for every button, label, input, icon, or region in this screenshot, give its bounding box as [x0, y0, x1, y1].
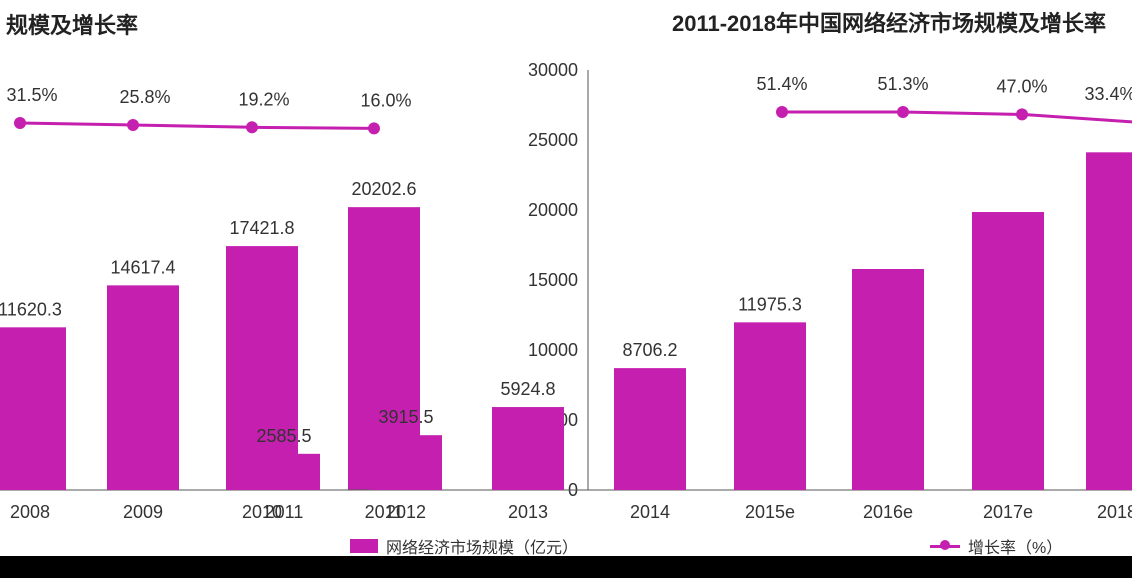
left-rate-label-2009: 25.8% — [119, 87, 170, 107]
right-bar-2011 — [248, 453, 320, 490]
legend-line: 增长率（%） — [930, 534, 1062, 558]
left-bar-label-2009: 14617.4 — [110, 257, 175, 277]
right-bar-label-2014: 8706.2 — [622, 340, 677, 360]
left-rate-label-2010: 19.2% — [238, 89, 289, 109]
left-x-tick-2010: 2010 — [242, 502, 282, 522]
legend-line-label: 增长率（%） — [968, 540, 1063, 557]
right-chart-title: 2011-2018年中国网络经济市场规模及增长率 — [672, 11, 1106, 36]
right-bar-label-2015e: 11975.3 — [738, 294, 802, 314]
right-bar-2015e — [734, 322, 806, 490]
left-rate-point-2010 — [246, 121, 258, 134]
right-x-tick-2014: 2014 — [630, 502, 670, 522]
right-bar-label-2012: 3915.5 — [378, 407, 433, 427]
footer-strip — [0, 556, 1132, 578]
right-bar-label-2011: 2585.5 — [256, 426, 311, 446]
right-rate-point-2014 — [1016, 108, 1028, 121]
right-y-tick-25000: 25000 — [528, 130, 578, 150]
right-rate-point-2013 — [897, 106, 909, 119]
left-chart-title: 规模及增长率 — [6, 13, 139, 38]
left-rate-point-2008 — [14, 117, 26, 130]
right-x-tick-2016e: 2016e — [863, 502, 913, 522]
left-bar-2009 — [107, 285, 179, 490]
legend-bar-label: 网络经济市场规模（亿元） — [386, 540, 579, 557]
legend-line-swatch — [930, 539, 960, 550]
right-y-tick-10000: 10000 — [528, 340, 578, 360]
left-x-tick-2009: 2009 — [123, 502, 163, 522]
left-bar-2010 — [226, 246, 298, 490]
right-chart: 0500010000150002000025000300002585.52011… — [248, 60, 1132, 522]
right-rate-line — [781, 110, 1132, 124]
right-x-tick-2017e: 2017e — [983, 502, 1033, 522]
right-bar-2017e — [972, 212, 1044, 490]
left-x-tick-2008: 2008 — [10, 502, 50, 522]
right-rate-label-2014: 47.0% — [996, 76, 1047, 96]
right-x-tick-2013: 2013 — [508, 502, 548, 522]
right-bar-2014 — [614, 368, 686, 490]
left-rate-point-2011 — [368, 122, 380, 135]
left-bar-label-2010: 17421.8 — [229, 218, 294, 238]
right-rate-label-2015e: 33.4% — [1084, 84, 1132, 104]
right-rate-label-2012: 51.4% — [756, 74, 807, 94]
right-y-tick-30000: 30000 — [528, 60, 578, 80]
left-x-tick-2011: 2011 — [365, 502, 404, 522]
left-bar-2008 — [0, 327, 66, 490]
legend-bar-swatch — [350, 539, 378, 553]
right-bar-2018e — [1086, 152, 1132, 490]
right-y-tick-20000: 20000 — [528, 200, 578, 220]
legend-bars: 网络经济市场规模（亿元） — [350, 534, 578, 558]
right-x-tick-2012: 2012 — [386, 502, 426, 522]
right-rate-point-2012 — [776, 106, 788, 118]
left-rate-label-2008: 31.5% — [6, 85, 57, 105]
left-rate-label-2011: 16.0% — [360, 90, 411, 110]
right-y-tick-15000: 15000 — [528, 270, 578, 290]
right-bar-2012 — [370, 435, 442, 490]
right-bar-label-2013: 5924.8 — [500, 379, 555, 399]
right-rate-label-2013: 51.3% — [877, 74, 928, 94]
right-bar-2016e — [852, 269, 924, 490]
right-x-tick-2018e: 2018e — [1097, 502, 1132, 522]
right-x-tick-2015e: 2015e — [745, 502, 795, 522]
right-bar-2013 — [492, 407, 564, 490]
left-rate-line — [19, 121, 375, 130]
right-x-tick-2011: 2011 — [265, 502, 304, 522]
left-rate-point-2009 — [127, 119, 139, 131]
left-bar-label-2011: 20202.6 — [351, 179, 416, 199]
combined-chart: 11620.3 2008 14617.4 2009 17421.8 2010 20202.6… — [0, 60, 1132, 522]
left-bar-label-2008: 11620.3 — [0, 299, 62, 319]
